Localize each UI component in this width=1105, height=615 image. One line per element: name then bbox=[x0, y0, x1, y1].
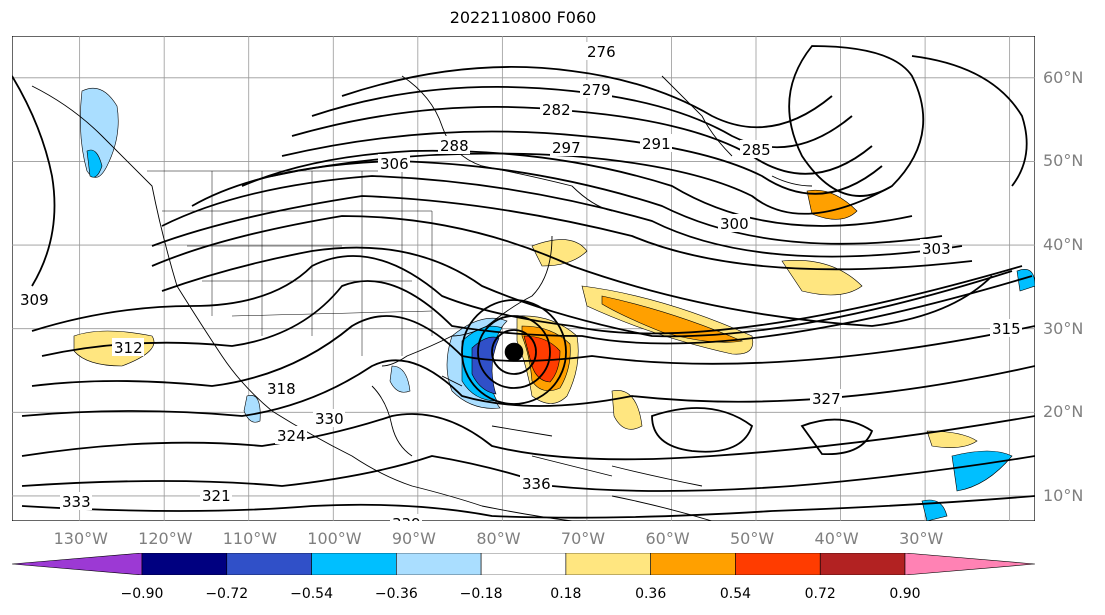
contour-label-bg bbox=[378, 154, 410, 172]
latitude-tick-label: 60°N bbox=[1043, 67, 1084, 87]
contour-label-bg bbox=[740, 140, 772, 158]
contour-label-bg bbox=[112, 338, 144, 356]
latitude-tick-label: 50°N bbox=[1043, 151, 1084, 171]
contour-label-bg bbox=[640, 134, 672, 152]
contour-label-bg bbox=[18, 290, 50, 308]
colorbar-segment bbox=[735, 553, 821, 575]
longitude-tick-label: 70°W bbox=[560, 529, 606, 548]
colorbar-segment bbox=[141, 553, 228, 575]
colorbar-segment bbox=[226, 553, 312, 575]
contour-label-bg bbox=[920, 239, 952, 257]
contour-label: 309 bbox=[20, 291, 49, 309]
contours bbox=[12, 45, 1035, 519]
negative-shading bbox=[389, 365, 411, 393]
colorbar-tick-label: 0.54 bbox=[719, 586, 752, 602]
contour-label: 321 bbox=[202, 487, 231, 505]
colorbar-segment bbox=[819, 553, 906, 575]
colorbar-segment bbox=[650, 553, 736, 575]
contour-label: 318 bbox=[267, 380, 296, 398]
colorbar-tick-label: 0.72 bbox=[804, 586, 836, 602]
colorbar-segment bbox=[311, 553, 397, 575]
colorbar-tick-label: −0.18 bbox=[459, 586, 503, 602]
contour-label: 333 bbox=[62, 493, 91, 511]
colorbar-segment bbox=[480, 553, 567, 575]
storm-center bbox=[504, 342, 524, 362]
colorbar-segments bbox=[12, 553, 1035, 575]
contour-label: 297 bbox=[552, 139, 581, 157]
contour-label-bg bbox=[60, 492, 92, 510]
longitude-tick-label: 130°W bbox=[53, 529, 108, 548]
contour-label: 315 bbox=[992, 320, 1021, 338]
contour-label: 291 bbox=[642, 135, 671, 153]
contour-label: 276 bbox=[587, 43, 616, 61]
longitude-tick-label: 80°W bbox=[476, 529, 521, 548]
longitude-tick-label: 110°W bbox=[222, 529, 278, 548]
negative-shading bbox=[86, 149, 103, 178]
contour-label: 336 bbox=[522, 475, 551, 493]
contour-label: 330 bbox=[315, 410, 344, 428]
contour-label: 288 bbox=[440, 137, 469, 155]
weather-map: 276 279 282 285 288 291 297 300 303 306 309 312 315 3… bbox=[12, 36, 1035, 521]
longitude-tick-label: 30°W bbox=[899, 529, 944, 548]
contour-label: 306 bbox=[380, 155, 409, 173]
negative-shading bbox=[1016, 269, 1035, 292]
colorbar-tick-label: 0.90 bbox=[889, 586, 921, 602]
longitude-tick-label: 100°W bbox=[307, 529, 362, 548]
contour-label-bg bbox=[540, 100, 572, 118]
latitude-tick-label: 20°N bbox=[1043, 402, 1084, 422]
negative-shading bbox=[921, 499, 948, 521]
negative-shading bbox=[951, 450, 1013, 492]
contour-label: 339 bbox=[392, 515, 421, 521]
colorbar-tick-label: −0.54 bbox=[290, 586, 333, 602]
longitude-tick-label: 60°W bbox=[645, 529, 690, 548]
contour-label: 303 bbox=[922, 240, 951, 258]
longitude-tick-label: 90°W bbox=[391, 529, 436, 548]
political-borders bbox=[147, 170, 433, 356]
colorbar-tick-label: −0.72 bbox=[205, 586, 249, 602]
colorbar-segment bbox=[565, 553, 651, 575]
contour-label: 285 bbox=[742, 141, 771, 159]
contour-label-bg bbox=[390, 514, 422, 521]
contour-label-bg bbox=[200, 486, 232, 504]
contour-label: 327 bbox=[812, 390, 841, 408]
contour-label-bg bbox=[275, 426, 307, 444]
colorbar-segment bbox=[396, 553, 482, 575]
contour-label-bg bbox=[265, 379, 297, 397]
contour-label-bg bbox=[438, 136, 470, 154]
contour-label: 300 bbox=[720, 215, 749, 233]
coastlines bbox=[31, 75, 813, 521]
colorbar-segment bbox=[904, 553, 1035, 575]
longitude-tick-label: 50°W bbox=[730, 529, 775, 548]
positive-shading bbox=[611, 390, 643, 430]
colorbar bbox=[12, 553, 1035, 575]
contour-label-bg bbox=[990, 319, 1022, 337]
latitude-tick-label: 30°N bbox=[1043, 318, 1084, 338]
contour-label-bg bbox=[550, 138, 582, 156]
contour-label-bg bbox=[585, 42, 617, 60]
positive-shading bbox=[926, 430, 978, 448]
contour-label: 282 bbox=[542, 101, 571, 119]
contour-label-bg bbox=[718, 214, 750, 232]
positive-shading bbox=[531, 239, 588, 267]
map-title: 2022110800 F060 bbox=[449, 8, 597, 27]
colorbar-tick-label: 0.18 bbox=[550, 586, 582, 602]
contour-label-bg bbox=[580, 80, 612, 98]
colorbar-tick-label: 0.36 bbox=[635, 586, 667, 602]
positive-shading bbox=[523, 335, 561, 383]
contour-label-bg bbox=[810, 389, 842, 407]
latitude-tick-label: 40°N bbox=[1043, 235, 1084, 255]
colorbar-segment bbox=[12, 553, 143, 575]
contour-label: 324 bbox=[277, 427, 306, 445]
contour-label: 279 bbox=[582, 81, 611, 99]
contour-labels: 276 279 282 285 288 291 297 300 303 306 309 312 315 3… bbox=[18, 42, 1022, 521]
graticule bbox=[12, 36, 1035, 521]
contour-label: 312 bbox=[114, 339, 143, 357]
colorbar-tick-label: −0.36 bbox=[374, 586, 418, 602]
longitude-tick-label: 120°W bbox=[138, 529, 193, 548]
latitude-tick-label: 10°N bbox=[1043, 485, 1084, 505]
contour-label-bg bbox=[520, 474, 552, 492]
colorbar-tick-label: −0.90 bbox=[120, 586, 164, 602]
longitude-tick-label: 40°W bbox=[814, 529, 859, 548]
contour-label-bg bbox=[313, 409, 345, 427]
